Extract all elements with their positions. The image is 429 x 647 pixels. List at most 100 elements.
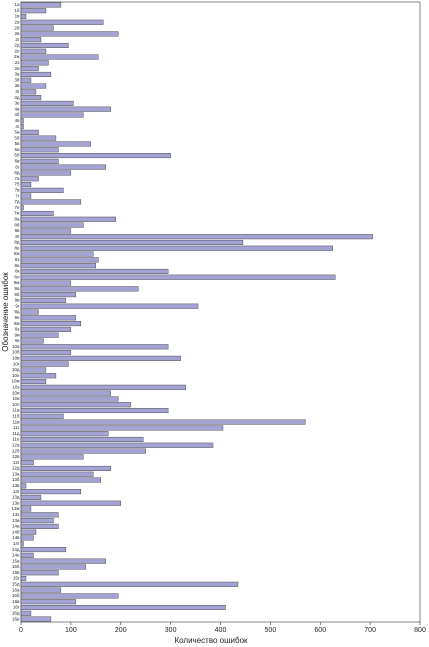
y-tick-label: 8б [14, 222, 20, 227]
bar [20, 193, 32, 199]
y-tick-label: 9к [15, 338, 20, 343]
bar [20, 321, 82, 327]
bar [20, 71, 52, 77]
bar [20, 448, 146, 454]
y-tick-label: 15в [12, 570, 20, 575]
y-tick-label: 14а [12, 524, 20, 529]
bar [20, 489, 82, 495]
y-tick-label: 1а [14, 2, 20, 7]
bar [20, 182, 32, 188]
y-tick-label: 14б [12, 529, 20, 534]
bar [20, 599, 77, 605]
y-tick-label: 12б [12, 448, 20, 453]
bar [20, 48, 47, 54]
bar [20, 419, 306, 425]
bar [20, 610, 32, 616]
bar [20, 576, 27, 582]
bar [20, 581, 239, 587]
y-tick-label: 1в [15, 14, 21, 19]
y-tick-label: 3в [15, 83, 21, 88]
y-tick-label: 13е [12, 500, 20, 505]
y-tick-label: 11а [12, 408, 20, 413]
bar [20, 210, 54, 217]
y-tick-label: 15г [13, 576, 20, 581]
bar [20, 326, 72, 332]
bar [20, 77, 32, 83]
bar [20, 216, 116, 222]
bar [20, 436, 144, 442]
x-tick-label: 800 [414, 627, 426, 634]
y-tick-label: 11г [13, 425, 20, 430]
bar [20, 477, 102, 483]
bar [20, 251, 94, 257]
y-tick-label: 16г [13, 605, 20, 610]
bar [20, 494, 42, 500]
x-tick-label: 600 [314, 627, 326, 634]
x-tick-label: 200 [115, 627, 127, 634]
y-tick-label: 13ж [11, 506, 19, 511]
bar [20, 129, 39, 135]
bar [20, 338, 44, 344]
bar [20, 274, 336, 280]
bar [20, 54, 99, 60]
y-tick-label: 8к [15, 269, 20, 274]
bar [20, 344, 169, 350]
y-tick-label: 2д [14, 43, 20, 48]
y-tick-label: 12г [13, 460, 20, 465]
bar [20, 31, 119, 37]
y-tick-label: 4а [14, 106, 20, 111]
bar [20, 60, 49, 66]
bar [20, 523, 59, 529]
bar [20, 425, 224, 431]
bar [20, 176, 39, 182]
bar [20, 147, 59, 153]
y-tick-label: 5в [15, 141, 21, 146]
bar [20, 616, 52, 622]
y-tick-label: 9ж [14, 321, 20, 326]
y-tick-label: 9в [15, 298, 21, 303]
y-tick-label: 11д [12, 431, 20, 436]
x-axis-title: Количество ошибок [174, 636, 248, 645]
bar [20, 25, 54, 31]
bar [20, 529, 37, 535]
y-tick-label: 6б [14, 153, 20, 158]
y-tick-label: 7б [14, 182, 20, 187]
y-tick-label: 4б [14, 112, 20, 117]
y-tick-label: 15д [12, 582, 20, 587]
y-tick-label: 6г [15, 164, 20, 169]
y-tick-label: 13б [12, 477, 20, 482]
bar [20, 100, 74, 106]
y-tick-label: 2ж [14, 54, 20, 59]
y-tick-label: 16в [12, 599, 20, 604]
bar [20, 292, 77, 298]
y-tick-label: 8е [14, 245, 20, 250]
y-tick-label: 2з [15, 60, 20, 65]
y-tick-label: 8ж [14, 251, 20, 256]
y-tick-label: 8з [15, 257, 20, 262]
y-tick-label: 3г [15, 89, 20, 94]
bar [20, 547, 67, 553]
y-tick-label: 12в [12, 454, 20, 459]
bar [20, 199, 82, 205]
bar [20, 309, 39, 315]
y-tick-label: 7г [15, 193, 20, 198]
x-tick-label: 500 [265, 627, 277, 634]
y-tick-label: 13и [12, 518, 20, 523]
y-tick-label: 8г [15, 234, 20, 239]
bar [20, 361, 69, 367]
bar [20, 112, 84, 118]
bar [20, 89, 37, 95]
bar [20, 465, 111, 471]
y-tick-label: 9а [14, 286, 20, 291]
y-tick-label: 3б [14, 77, 20, 82]
y-tick-label: 16б [12, 593, 20, 598]
y-tick-label: 5а [14, 130, 20, 135]
bar [20, 257, 99, 263]
bar [20, 460, 34, 466]
bar [20, 379, 47, 385]
bar [20, 454, 84, 460]
bar [20, 350, 72, 356]
bar [20, 141, 92, 147]
bar [20, 604, 226, 611]
y-tick-label: 14в [12, 535, 20, 540]
